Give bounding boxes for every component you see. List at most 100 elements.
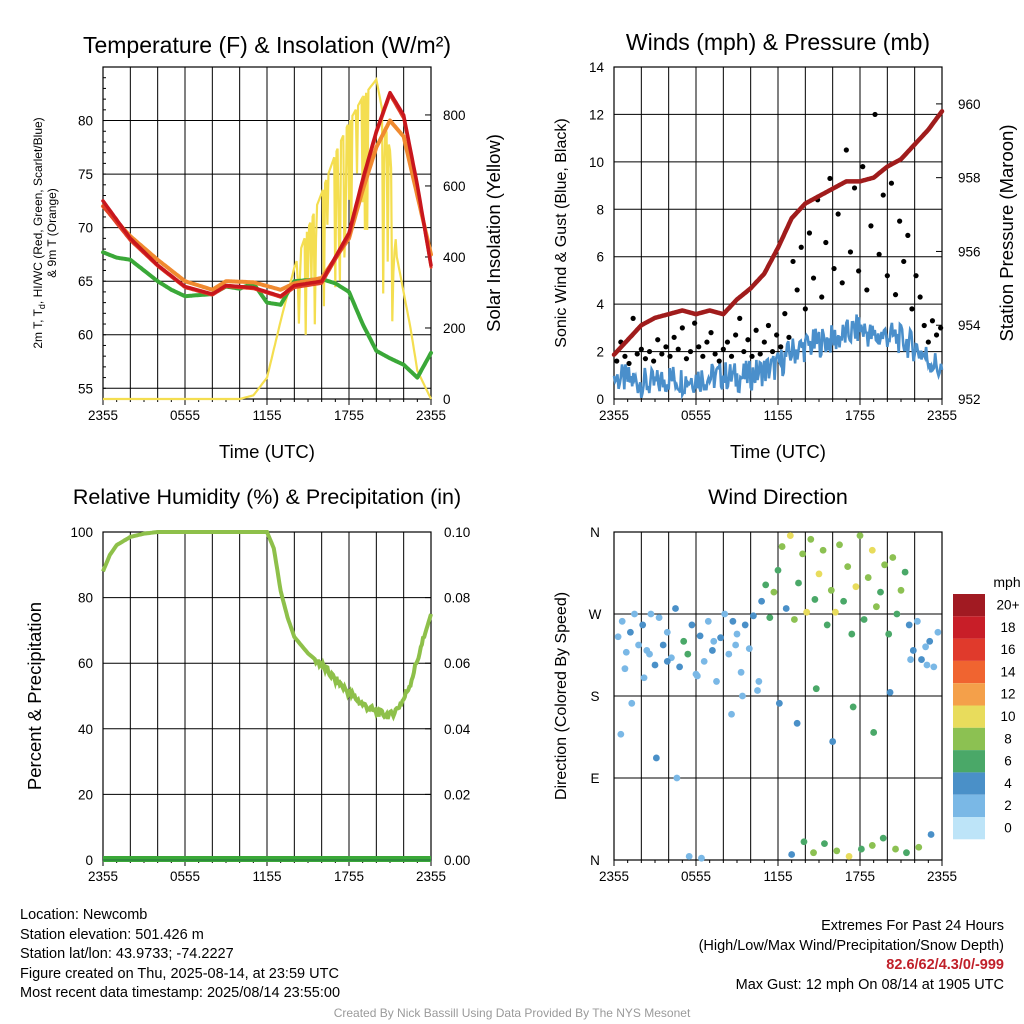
- gust-point: [724, 339, 731, 345]
- direction-point: [786, 532, 794, 540]
- direction-point: [704, 617, 712, 625]
- gust-point: [892, 292, 899, 298]
- direction-point: [647, 610, 655, 618]
- direction-point: [627, 628, 634, 636]
- y2-axis-label-solar: Solar Insolation (Yellow): [483, 134, 504, 332]
- gust-point: [626, 360, 632, 367]
- gust-point: [913, 273, 919, 279]
- direction-point: [750, 612, 757, 620]
- gust-point: [733, 332, 739, 338]
- gust-point: [884, 273, 890, 279]
- y-axis-label-temperature: 2m T, Td, HI/WC (Red, Green, Scarlet/Blu…: [31, 117, 59, 348]
- y-tick-label: 2: [596, 345, 604, 360]
- direction-point: [886, 688, 894, 696]
- direction-point: [732, 641, 740, 649]
- direction-point: [754, 687, 761, 694]
- y-tick-label: 8: [596, 202, 604, 217]
- y2-tick-label: 954: [958, 318, 981, 333]
- y-tick-label: 100: [70, 525, 93, 540]
- direction-point: [836, 541, 843, 549]
- direction-point: [840, 597, 847, 605]
- direction-point: [774, 566, 782, 574]
- station-latlon: Station lat/lon: 43.9733; -74.2227: [20, 946, 234, 962]
- y2-tick-label: 200: [443, 321, 466, 336]
- gust-point: [663, 344, 669, 350]
- y-tick-label: S: [590, 689, 599, 704]
- gust-point: [720, 346, 726, 352]
- direction-point: [897, 586, 905, 594]
- gust-point: [798, 244, 804, 250]
- legend-label: 6: [1004, 754, 1012, 769]
- gust-point: [851, 185, 858, 191]
- direction-point: [811, 596, 819, 603]
- direction-point: [791, 616, 798, 623]
- direction-point: [621, 665, 629, 673]
- gust-point: [843, 147, 849, 153]
- station-location: Location: Newcomb: [20, 907, 148, 923]
- gust-point: [917, 294, 923, 300]
- direction-point: [823, 621, 831, 629]
- direction-point: [659, 641, 667, 649]
- gust-point: [614, 358, 620, 364]
- y2-tick-label: 0.06: [444, 656, 470, 671]
- legend-label: 0: [1004, 821, 1012, 836]
- y2-tick-label: 800: [443, 108, 466, 123]
- gust-point: [847, 249, 854, 255]
- x-axis-label: Time (UTC): [219, 441, 315, 462]
- direction-point: [923, 661, 931, 669]
- gust-point: [831, 265, 837, 272]
- legend-label: 2: [1004, 798, 1012, 813]
- gust-point: [716, 358, 722, 364]
- gust-point: [634, 351, 640, 357]
- direction-point: [617, 730, 625, 738]
- legend-label: 16: [1000, 642, 1015, 657]
- y-tick-label: 20: [78, 787, 93, 802]
- direction-point: [803, 608, 811, 616]
- series-solar-insolation: [103, 76, 432, 401]
- gust-point: [765, 322, 772, 329]
- gust-point: [630, 315, 636, 321]
- direction-point: [907, 656, 914, 663]
- direction-point: [829, 738, 837, 745]
- gust-point: [806, 230, 813, 236]
- gust-point: [901, 258, 907, 265]
- gust-point: [786, 334, 792, 340]
- direction-point: [810, 849, 817, 857]
- gust-point: [839, 280, 845, 286]
- x-tick-label: 1155: [252, 408, 281, 423]
- direction-point: [821, 840, 828, 847]
- extremes-title: Extremes For Past 24 Hours: [821, 918, 1004, 934]
- direction-point: [868, 842, 876, 849]
- legend-swatch: [953, 616, 985, 639]
- gust-point: [880, 192, 886, 198]
- x-tick-label: 1755: [334, 408, 364, 423]
- y-tick-label: 6: [596, 250, 604, 265]
- chart-title-temperature: Temperature (F) & Insolation (W/m²): [83, 32, 451, 58]
- y-axis-label-direction: Direction (Colored By Speed): [553, 592, 570, 800]
- gust-point: [642, 356, 649, 362]
- direction-point: [680, 637, 688, 645]
- legend-swatch: [953, 727, 985, 751]
- station-info: Location: Newcomb Station elevation: 501…: [20, 906, 340, 1004]
- x-tick-label: 0555: [170, 869, 200, 884]
- series-2m-temp: [101, 90, 433, 298]
- credit-line: Created By Nick Bassill Using Data Provi…: [333, 1006, 691, 1020]
- gust-point: [888, 180, 895, 186]
- gust-point: [737, 315, 743, 321]
- direction-point: [640, 674, 648, 682]
- legend-label: 20+: [997, 598, 1020, 613]
- direction-point: [729, 617, 737, 625]
- direction-point: [728, 710, 735, 718]
- direction-point: [766, 614, 774, 622]
- direction-point: [709, 647, 716, 654]
- y-tick-label: 0: [85, 853, 93, 868]
- direction-point: [663, 628, 671, 636]
- direction-point: [793, 719, 801, 727]
- extremes-box: Extremes For Past 24 Hours (High/Low/Max…: [699, 917, 1004, 995]
- gust-point: [655, 337, 661, 343]
- y-axis-label-wind: Sonic Wind & Gust (Blue, Black): [553, 118, 570, 347]
- series-9m-temp: [101, 118, 433, 292]
- chart-title-direction: Wind Direction: [708, 485, 848, 509]
- y-tick-label: E: [590, 771, 599, 786]
- y-tick-label: 70: [78, 221, 93, 236]
